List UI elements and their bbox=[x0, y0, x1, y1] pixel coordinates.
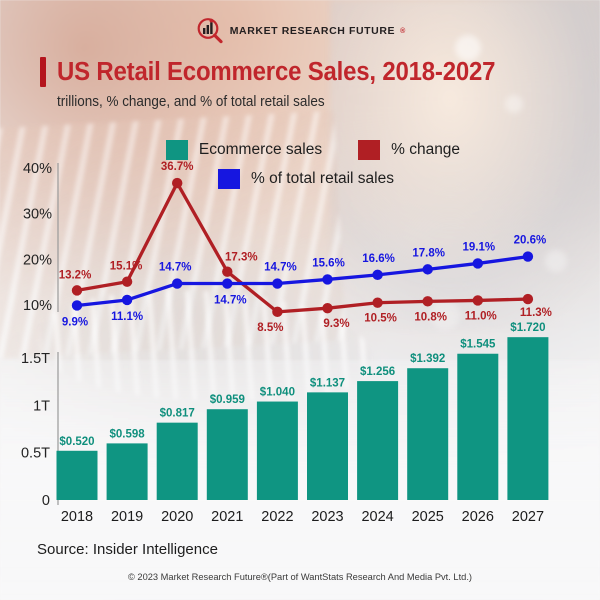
magnifier-bar-chart-icon bbox=[195, 16, 225, 46]
svg-text:16.6%: 16.6% bbox=[362, 253, 395, 265]
svg-text:14.7%: 14.7% bbox=[214, 295, 247, 307]
svg-text:40%: 40% bbox=[23, 161, 52, 177]
svg-text:9.9%: 9.9% bbox=[62, 316, 88, 328]
bar-chart-y-ticks: 0 0.5T 1T 1.5T bbox=[21, 351, 50, 509]
legend-label: Ecommerce sales bbox=[198, 141, 323, 158]
svg-text:20.6%: 20.6% bbox=[514, 235, 547, 247]
legend-item-pct-of-total-retail-sales[interactable]: % of total retail sales bbox=[217, 169, 394, 189]
line-chart: 10% 20% 30% 40% 13.2% 15.1% 36.7% 17.3% 8.5% 9.3… bbox=[23, 161, 552, 334]
svg-text:1T: 1T bbox=[33, 398, 50, 414]
bar-chart: 0 0.5T 1T 1.5T $0.520 $0.598 $0.817 $0.959 $1.0… bbox=[21, 322, 549, 525]
title-block: US Retail Ecommerce Sales, 2018-2027 tri… bbox=[40, 57, 523, 110]
legend-item-pct-change[interactable]: % change bbox=[358, 140, 460, 160]
registered-mark: ® bbox=[400, 27, 406, 35]
svg-text:8.5%: 8.5% bbox=[257, 322, 283, 334]
legend-item-ecommerce-sales[interactable]: Ecommerce sales bbox=[165, 140, 323, 160]
svg-text:$0.520: $0.520 bbox=[59, 436, 94, 448]
series-pct-change-line bbox=[75, 181, 530, 314]
page-title: US Retail Ecommerce Sales, 2018-2027 bbox=[57, 58, 496, 86]
svg-text:$0.959: $0.959 bbox=[210, 394, 245, 406]
svg-text:0.5T: 0.5T bbox=[21, 446, 50, 462]
line-chart-y-ticks: 10% 20% 30% 40% bbox=[23, 161, 52, 314]
legend-swatch-icon bbox=[358, 140, 381, 160]
svg-text:$1.720: $1.720 bbox=[510, 322, 545, 334]
series-pct-of-total-labels: 9.9% 11.1% 14.7% 14.7% 14.7% 15.6% 16.6% 17.8% 1… bbox=[62, 235, 546, 329]
svg-text:10.8%: 10.8% bbox=[414, 311, 447, 323]
svg-text:10.5%: 10.5% bbox=[364, 313, 397, 325]
source-note: Source: Insider Intelligence bbox=[37, 541, 218, 558]
chart-legend: Ecommerce sales % change % of total reta… bbox=[0, 140, 600, 189]
svg-text:11.0%: 11.0% bbox=[465, 310, 497, 322]
legend-swatch-icon bbox=[165, 140, 188, 160]
svg-text:2027: 2027 bbox=[512, 509, 544, 525]
svg-text:$0.598: $0.598 bbox=[110, 428, 146, 440]
svg-text:9.3%: 9.3% bbox=[323, 318, 349, 330]
svg-text:13.2%: 13.2% bbox=[59, 269, 92, 281]
legend-label: % of total retail sales bbox=[250, 170, 394, 187]
svg-text:20%: 20% bbox=[23, 252, 52, 268]
svg-text:2025: 2025 bbox=[412, 509, 444, 525]
svg-text:0: 0 bbox=[42, 493, 50, 509]
bar-chart-x-axis-labels: 2018 2019 2020 2021 2022 2023 2024 2025 2026 2027 bbox=[61, 509, 544, 525]
svg-text:11.3%: 11.3% bbox=[520, 307, 552, 319]
page-subtitle: trillions, % change, and % of total reta… bbox=[57, 94, 325, 110]
svg-text:19.1%: 19.1% bbox=[462, 241, 495, 253]
svg-text:36.7%: 36.7% bbox=[161, 161, 194, 173]
title-accent-bar bbox=[40, 57, 46, 87]
svg-text:14.7%: 14.7% bbox=[264, 262, 297, 274]
svg-text:$1.256: $1.256 bbox=[360, 366, 395, 378]
bar-chart-bars bbox=[56, 337, 549, 500]
bar-chart-value-labels: $0.520 $0.598 $0.817 $0.959 $1.040 $1.137 $1.2… bbox=[59, 322, 545, 448]
brand-logo: MARKET RESEARCH FUTURE ® bbox=[0, 16, 600, 46]
svg-text:2018: 2018 bbox=[61, 509, 93, 525]
svg-text:2024: 2024 bbox=[361, 509, 393, 525]
legend-swatch-icon bbox=[217, 169, 240, 189]
svg-text:$1.545: $1.545 bbox=[460, 339, 496, 351]
series-pct-change-points bbox=[71, 177, 534, 318]
svg-text:$1.392: $1.392 bbox=[410, 353, 445, 365]
legend-label: % change bbox=[391, 141, 461, 158]
svg-text:10%: 10% bbox=[23, 298, 52, 314]
svg-text:2021: 2021 bbox=[211, 509, 243, 525]
svg-text:$1.040: $1.040 bbox=[260, 387, 295, 399]
svg-text:15.1%: 15.1% bbox=[110, 261, 143, 273]
svg-text:15.6%: 15.6% bbox=[312, 257, 345, 269]
svg-text:17.8%: 17.8% bbox=[412, 247, 445, 259]
svg-text:30%: 30% bbox=[23, 207, 52, 223]
svg-text:11.1%: 11.1% bbox=[111, 311, 143, 323]
svg-text:2023: 2023 bbox=[311, 509, 343, 525]
svg-text:17.3%: 17.3% bbox=[225, 252, 258, 264]
series-pct-of-total-line bbox=[75, 254, 530, 308]
series-pct-change-labels: 13.2% 15.1% 36.7% 17.3% 8.5% 9.3% 10.5% 10.8% 11… bbox=[59, 161, 552, 334]
svg-text:2022: 2022 bbox=[261, 509, 293, 525]
brand-name: MARKET RESEARCH FUTURE bbox=[229, 25, 396, 37]
svg-text:$1.137: $1.137 bbox=[310, 377, 345, 389]
svg-text:2019: 2019 bbox=[111, 509, 143, 525]
svg-text:2020: 2020 bbox=[161, 509, 193, 525]
svg-text:1.5T: 1.5T bbox=[21, 351, 50, 367]
copyright-note: © 2023 Market Research Future®(Part of W… bbox=[127, 572, 473, 582]
svg-text:14.7%: 14.7% bbox=[159, 262, 192, 274]
svg-text:2026: 2026 bbox=[462, 509, 494, 525]
svg-text:$0.817: $0.817 bbox=[160, 408, 195, 420]
series-pct-of-total-points bbox=[71, 251, 534, 311]
